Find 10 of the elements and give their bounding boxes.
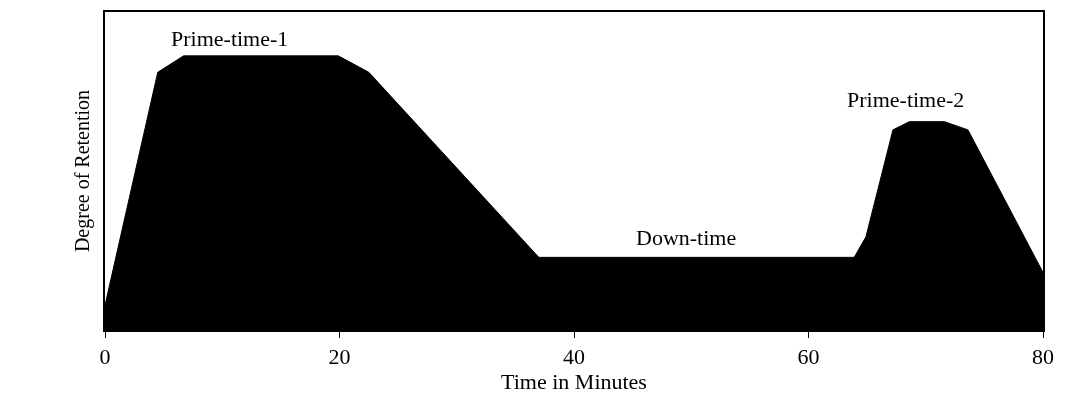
annotation: Prime-time-2 xyxy=(847,87,965,112)
x-tick-label: 20 xyxy=(328,344,351,370)
x-tick-label: 80 xyxy=(1032,344,1054,370)
x-tick-label: 60 xyxy=(797,344,820,370)
x-axis-title: Time in Minutes xyxy=(501,369,647,395)
x-tick-label: 0 xyxy=(99,344,111,370)
x-tick-label: 40 xyxy=(563,344,585,370)
annotation: Down-time xyxy=(636,225,737,250)
y-axis-title: Degree of Retention xyxy=(71,89,94,253)
text: Prime-time-1 xyxy=(171,26,289,51)
